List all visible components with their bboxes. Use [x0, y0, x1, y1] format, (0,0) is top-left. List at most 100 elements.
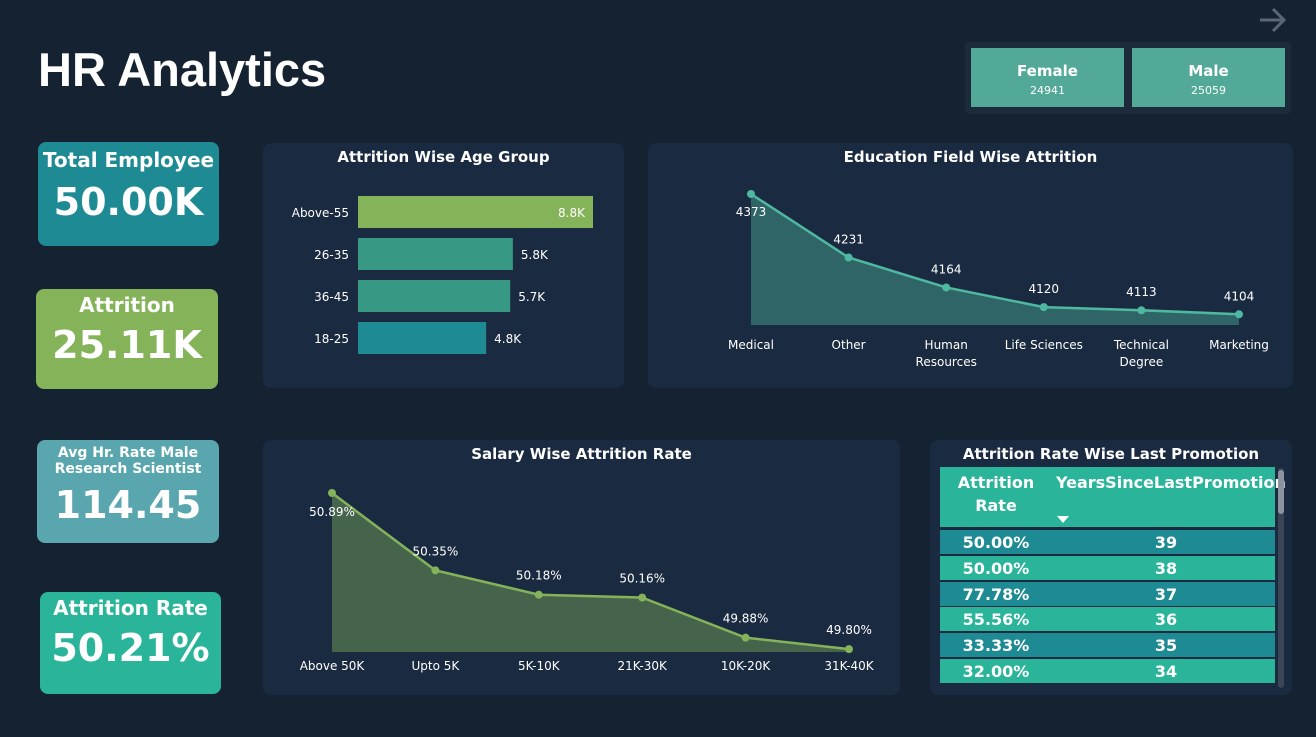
kpi-value: 50.00K	[53, 180, 204, 224]
education-data-label: 4120	[1029, 282, 1060, 296]
age-category-label: 26-35	[314, 248, 349, 262]
age-category-label: 18-25	[314, 332, 349, 346]
salary-data-label: 50.89%	[309, 505, 355, 519]
salary-chart: 50.89% Above 50K 50.35% Upto 5K 50.18% 5K-10K…	[300, 489, 875, 673]
salary-point	[845, 645, 853, 654]
panel-title: Attrition Wise Age Group	[337, 148, 550, 166]
salary-area	[332, 493, 849, 652]
education-point	[844, 253, 853, 262]
education-category-label: Human	[925, 338, 968, 352]
education-point	[1235, 310, 1243, 319]
column-header-years-since-last-promotion[interactable]: YearsSinceLastPromotion	[1056, 473, 1286, 492]
cell-years-since-promotion: 36	[1154, 610, 1178, 630]
cell-attrition-rate: 50.00%	[962, 533, 1030, 552]
age-group-panel: Attrition Wise Age Group Above-55 8.8K 26-…	[263, 143, 624, 388]
cell-years-since-promotion: 35	[1154, 636, 1178, 656]
table-row[interactable]: 50.00% 38	[940, 555, 1275, 580]
education-data-label: 4104	[1224, 289, 1255, 303]
education-data-label: 4373	[736, 205, 767, 219]
age-bar	[358, 196, 593, 228]
table-row[interactable]: 32.00% 34	[940, 659, 1275, 683]
gender-value: 24941	[1030, 84, 1065, 97]
age-category-label: 36-45	[314, 290, 349, 304]
salary-category-label: 5K-10K	[518, 659, 561, 673]
education-category-label: Life Sciences	[1005, 338, 1083, 352]
column-header-line: Rate	[975, 496, 1017, 515]
cell-years-since-promotion: 34	[1154, 662, 1178, 681]
table-header: Attrition Rate YearsSinceLastPromotion	[940, 467, 1286, 527]
kpi-value: 25.11K	[52, 323, 202, 367]
age-bar	[358, 238, 513, 270]
arrow-right-icon[interactable]	[1252, 2, 1292, 38]
column-header-attrition-rate[interactable]: Attrition Rate	[940, 471, 1052, 517]
kpi-attrition: Attrition 25.11K	[36, 289, 218, 389]
cell-years-since-promotion: 38	[1154, 558, 1178, 578]
education-point	[1039, 303, 1048, 312]
gender-slicer: Female 24941 Male 25059	[965, 42, 1291, 114]
salary-point	[328, 489, 336, 497]
age-data-label: 5.7K	[518, 290, 546, 304]
education-category-label: Resources	[916, 355, 977, 369]
age-group-chart: Above-55 8.8K 26-35 5.8K 36-45 5.7K 18-25 4.8K	[292, 196, 593, 354]
gender-value: 25059	[1191, 84, 1226, 97]
kpi-value: 50.21%	[51, 626, 210, 670]
kpi-total-employee: Total Employee 50.00K	[38, 142, 219, 246]
age-bar	[358, 322, 487, 354]
salary-panel: Salary Wise Attrition Rate 50.89% Above 5…	[263, 440, 900, 695]
kpi-label-line2: Research Scientist	[54, 461, 202, 477]
education-point	[1137, 306, 1146, 315]
kpi-label: Total Employee	[42, 148, 215, 172]
cell-attrition-rate: 33.33%	[962, 636, 1030, 656]
salary-data-label: 49.80%	[826, 623, 872, 637]
salary-point	[534, 590, 543, 599]
salary-category-label: Upto 5K	[412, 659, 461, 673]
salary-data-label: 50.18%	[516, 569, 562, 583]
cell-attrition-rate: 50.00%	[962, 558, 1030, 578]
panel-title: Attrition Rate Wise Last Promotion	[962, 445, 1260, 463]
education-data-label: 4231	[833, 232, 864, 246]
salary-data-label: 49.88%	[723, 612, 769, 626]
salary-point	[741, 633, 750, 642]
education-category-label: Medical	[728, 338, 774, 352]
education-line	[750, 192, 1240, 316]
kpi-label: Attrition	[79, 293, 175, 317]
education-category-label: Degree	[1120, 355, 1164, 369]
table-row[interactable]: 55.56% 36	[940, 607, 1275, 632]
salary-category-label: 10K-20K	[721, 659, 771, 673]
scrollbar-thumb[interactable]	[1278, 470, 1284, 514]
cell-attrition-rate: 55.56%	[962, 610, 1030, 630]
table-scrollbar[interactable]	[1278, 468, 1284, 688]
salary-point	[638, 593, 647, 602]
education-point	[942, 283, 951, 292]
age-data-label: 5.8K	[521, 248, 549, 262]
salary-line	[331, 491, 850, 651]
salary-category-label: 21K-30K	[618, 659, 668, 673]
kpi-attrition-rate: Attrition Rate 50.21%	[40, 592, 221, 694]
education-data-label: 4164	[931, 262, 962, 276]
education-point	[747, 190, 755, 198]
table-row[interactable]: 33.33% 35	[940, 633, 1275, 658]
panel-title: Education Field Wise Attrition	[843, 148, 1098, 166]
kpi-label: Attrition Rate	[53, 596, 208, 620]
sort-arrow	[1057, 516, 1069, 523]
gender-label: Male	[1188, 62, 1229, 80]
sort-descending-icon[interactable]	[1057, 516, 1069, 524]
column-header-line: Attrition	[957, 473, 1035, 492]
salary-data-label: 50.35%	[413, 544, 459, 558]
education-area	[751, 194, 1239, 325]
education-chart: 4373 Medical 4231 Other 4164 Human Resources 41…	[728, 190, 1269, 369]
salary-category-label: 31K-40K	[824, 659, 874, 673]
table-row[interactable]: 77.78% 37	[940, 581, 1275, 606]
cell-attrition-rate: 77.78%	[962, 584, 1030, 604]
salary-data-label: 50.16%	[619, 572, 665, 586]
panel-title: Salary Wise Attrition Rate	[471, 445, 692, 463]
education-category-label: Other	[832, 338, 866, 352]
kpi-label-line1: Avg Hr. Rate Male	[57, 445, 199, 461]
gender-card-female[interactable]: Female 24941	[971, 48, 1124, 107]
education-category-label: Marketing	[1209, 338, 1269, 352]
table-row[interactable]: 50.00% 39	[940, 530, 1275, 554]
education-panel: Education Field Wise Attrition 4373 Medic…	[648, 143, 1293, 388]
gender-card-male[interactable]: Male 25059	[1132, 48, 1285, 107]
cell-attrition-rate: 32.00%	[962, 662, 1030, 681]
education-category-label: Technical	[1113, 338, 1169, 352]
